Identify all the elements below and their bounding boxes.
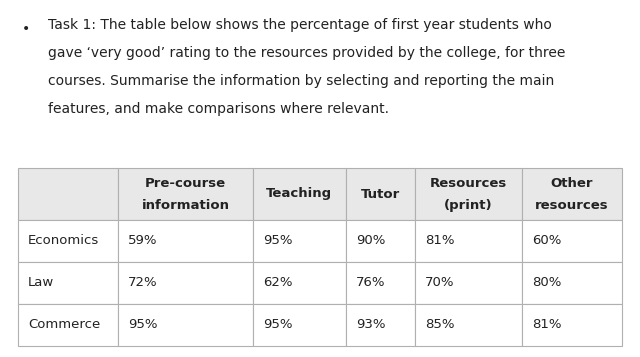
Bar bbox=[522, 304, 622, 346]
Text: 93%: 93% bbox=[356, 318, 385, 332]
Bar bbox=[253, 220, 346, 262]
Text: resources: resources bbox=[535, 199, 609, 212]
Bar bbox=[18, 168, 118, 220]
Text: 90%: 90% bbox=[356, 235, 385, 247]
Text: 85%: 85% bbox=[425, 318, 454, 332]
Text: 81%: 81% bbox=[532, 318, 561, 332]
Text: courses. Summarise the information by selecting and reporting the main: courses. Summarise the information by se… bbox=[48, 74, 554, 88]
Text: 60%: 60% bbox=[532, 235, 561, 247]
Text: 76%: 76% bbox=[356, 277, 385, 290]
Bar bbox=[253, 262, 346, 304]
Bar bbox=[118, 168, 253, 220]
Text: information: information bbox=[141, 199, 229, 212]
Bar bbox=[118, 220, 253, 262]
Text: features, and make comparisons where relevant.: features, and make comparisons where rel… bbox=[48, 102, 389, 116]
Bar bbox=[522, 168, 622, 220]
Bar bbox=[118, 262, 253, 304]
Bar bbox=[415, 168, 522, 220]
Text: Commerce: Commerce bbox=[28, 318, 100, 332]
Text: Task 1: The table below shows the percentage of first year students who: Task 1: The table below shows the percen… bbox=[48, 18, 552, 32]
Text: 62%: 62% bbox=[262, 277, 292, 290]
Text: •: • bbox=[22, 22, 30, 36]
Text: 95%: 95% bbox=[262, 235, 292, 247]
Bar bbox=[346, 304, 415, 346]
Text: Resources: Resources bbox=[430, 177, 507, 190]
Text: 80%: 80% bbox=[532, 277, 561, 290]
Bar bbox=[18, 262, 118, 304]
Bar bbox=[415, 262, 522, 304]
Bar bbox=[346, 262, 415, 304]
Text: Economics: Economics bbox=[28, 235, 99, 247]
Text: Law: Law bbox=[28, 277, 54, 290]
Bar bbox=[118, 304, 253, 346]
Text: 59%: 59% bbox=[128, 235, 157, 247]
Bar bbox=[522, 262, 622, 304]
Text: 70%: 70% bbox=[425, 277, 454, 290]
Text: Tutor: Tutor bbox=[361, 187, 400, 201]
Text: gave ‘very good’ rating to the resources provided by the college, for three: gave ‘very good’ rating to the resources… bbox=[48, 46, 565, 60]
Text: Other: Other bbox=[550, 177, 593, 190]
Bar bbox=[415, 220, 522, 262]
Text: 81%: 81% bbox=[425, 235, 454, 247]
Text: Teaching: Teaching bbox=[266, 187, 332, 201]
Text: 95%: 95% bbox=[128, 318, 157, 332]
Bar bbox=[18, 220, 118, 262]
Bar bbox=[415, 304, 522, 346]
Text: (print): (print) bbox=[444, 199, 493, 212]
Text: 72%: 72% bbox=[128, 277, 157, 290]
Bar bbox=[346, 220, 415, 262]
Bar bbox=[522, 220, 622, 262]
Text: Pre-course: Pre-course bbox=[145, 177, 226, 190]
Bar bbox=[253, 168, 346, 220]
Text: 95%: 95% bbox=[262, 318, 292, 332]
Bar bbox=[253, 304, 346, 346]
Bar bbox=[346, 168, 415, 220]
Bar bbox=[18, 304, 118, 346]
